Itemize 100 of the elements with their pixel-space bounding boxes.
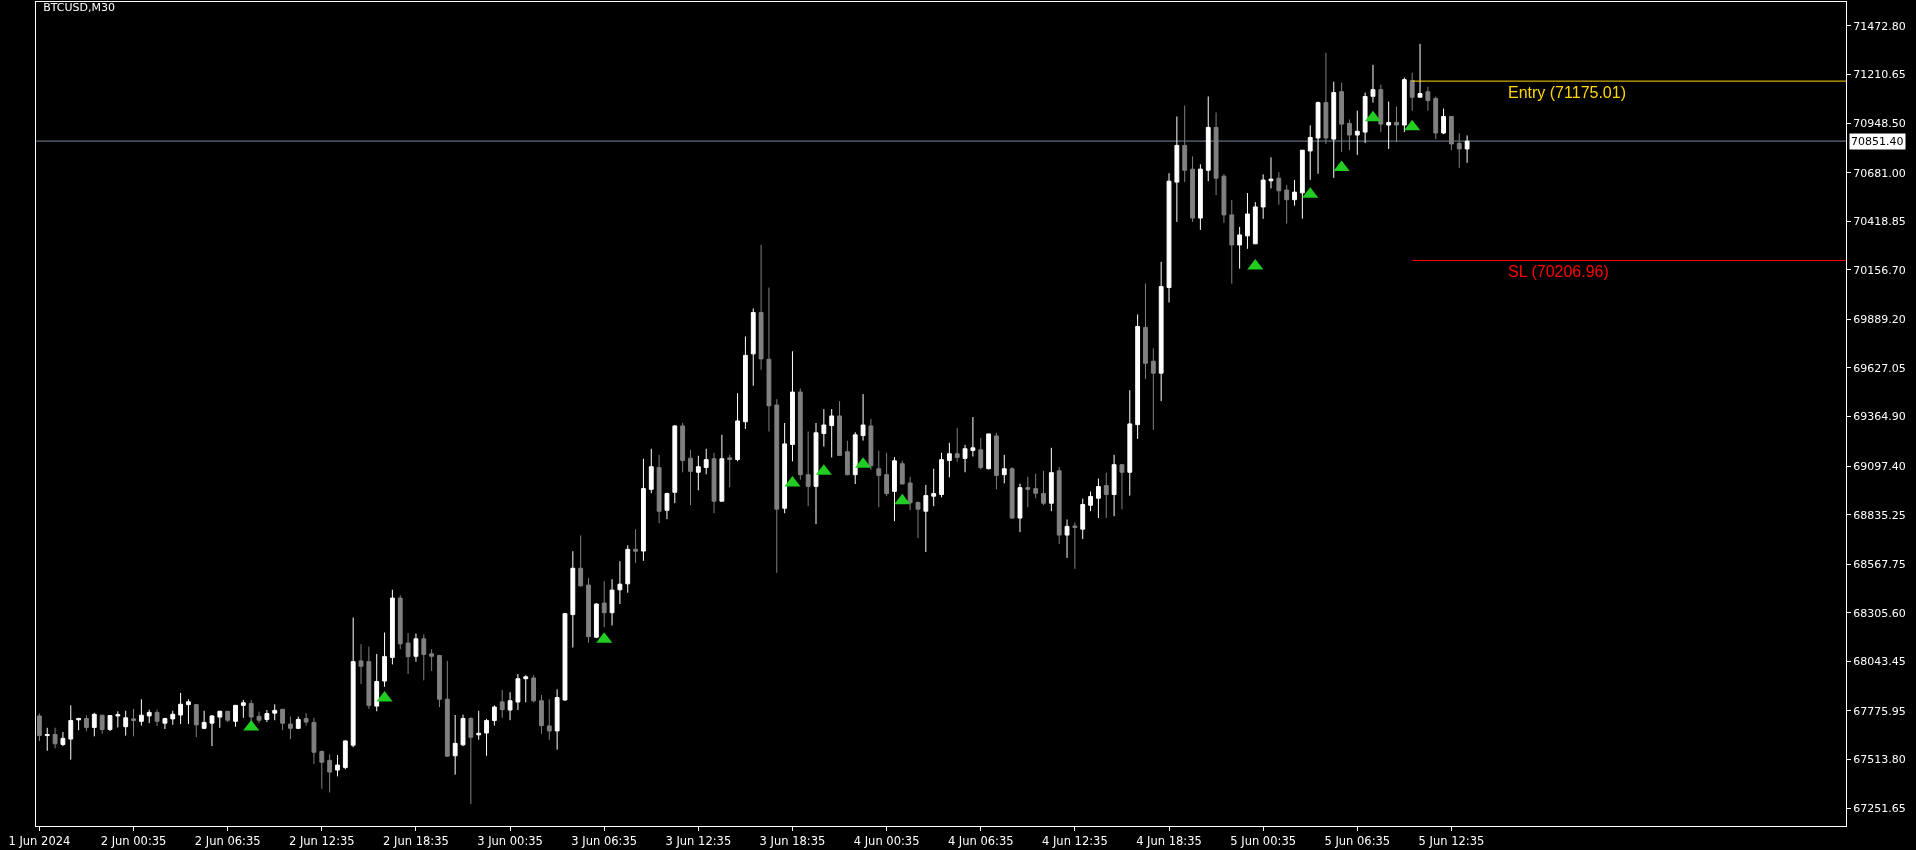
y-tick-label: 70948.50 [1853, 116, 1906, 130]
candlestick [60, 731, 66, 747]
x-tick-label: 4 Jun 00:35 [853, 833, 920, 848]
candlestick [225, 710, 231, 723]
candlestick [397, 594, 403, 650]
candlestick [389, 589, 395, 665]
series-label: SL (70206.96) [1508, 263, 1609, 280]
candlestick [131, 708, 136, 737]
candlestick [1143, 283, 1148, 380]
candlestick [1119, 464, 1125, 510]
candlestick [256, 711, 262, 724]
candlestick [1025, 476, 1031, 508]
candlestick [1433, 96, 1439, 140]
candlestick [688, 449, 693, 506]
candlestick [625, 544, 631, 594]
candlestick [876, 450, 882, 508]
candlestick [460, 714, 466, 747]
candlestick [452, 714, 458, 776]
candlestick [837, 400, 842, 456]
candlestick [1252, 201, 1258, 245]
x-tick-label: 4 Jun 12:35 [1042, 833, 1108, 848]
candlestick [1095, 478, 1101, 519]
candlestick [1386, 101, 1392, 150]
candlestick [907, 476, 913, 511]
candlestick [507, 691, 513, 721]
candlestick [1221, 173, 1227, 224]
candlestick [1127, 389, 1133, 497]
y-tick-label: 67251.65 [1853, 801, 1906, 815]
candlestick [413, 632, 419, 663]
candlestick [672, 424, 678, 504]
candlestick [1033, 473, 1039, 499]
candlestick [1182, 105, 1188, 183]
candlestick [515, 673, 521, 711]
point [376, 690, 393, 702]
candlestick [1299, 149, 1305, 220]
candlestick [52, 727, 58, 749]
candlestick [437, 654, 442, 708]
candlestick [1041, 470, 1046, 506]
candlestick [1362, 92, 1368, 144]
candlestick [366, 646, 372, 710]
candlestick [484, 718, 489, 757]
candlestick [656, 454, 662, 524]
candlestick [954, 427, 960, 463]
x-tick-label: 2 Jun 12:35 [288, 833, 355, 848]
candlestick [1260, 173, 1266, 220]
candlestick [154, 709, 160, 727]
x-tick-label: 4 Jun 18:35 [1136, 833, 1202, 848]
x-tick-label: 1 Jun 2024 [8, 833, 71, 848]
candlestick [193, 703, 199, 738]
candlestick [248, 699, 254, 722]
candlestick [1284, 184, 1290, 225]
candlestick [1237, 226, 1243, 270]
candlestick [868, 418, 874, 471]
candlestick [1347, 118, 1352, 151]
candlestick [1331, 81, 1337, 179]
candlestick [766, 287, 772, 433]
candlestick [1166, 172, 1172, 304]
candlestick [633, 528, 639, 564]
candlestick [727, 454, 733, 488]
candlestick [892, 456, 897, 522]
candlestick [444, 660, 450, 758]
y-tick-label: 68835.25 [1853, 508, 1906, 522]
candlestick [1001, 454, 1007, 484]
candlestick [1456, 132, 1462, 169]
x-tick-label: 3 Jun 06:35 [571, 833, 638, 848]
candlestick [1111, 454, 1117, 517]
candlestick [1213, 111, 1219, 196]
candlestick [186, 698, 191, 725]
candlestick [994, 432, 999, 490]
candlestick [84, 714, 89, 732]
candlestick [295, 716, 301, 730]
candlestick [962, 444, 968, 473]
candlestick [1150, 347, 1156, 431]
candlestick [531, 674, 537, 703]
candlestick [44, 727, 50, 752]
y-tick-label: 67775.95 [1853, 704, 1906, 718]
candlestick [750, 307, 756, 387]
x-tick-label: 3 Jun 18:35 [759, 833, 826, 848]
candlestick [162, 717, 168, 730]
candlestick [539, 694, 544, 735]
candlestick [735, 392, 740, 462]
candlestick [1409, 72, 1415, 112]
candlestick [123, 710, 129, 737]
candlestick [1378, 84, 1384, 133]
candlestick [978, 437, 984, 470]
candlestick [641, 458, 646, 562]
candlestick [288, 716, 293, 740]
x-tick-label: 5 Jun 12:35 [1418, 833, 1485, 848]
candlestick [1072, 521, 1078, 570]
point [894, 493, 911, 505]
candlestick [1174, 116, 1180, 223]
candlestick [923, 484, 929, 553]
candlestick [586, 577, 591, 644]
candlestick [240, 699, 246, 719]
candlestick [1158, 261, 1164, 402]
candlestick [311, 717, 317, 765]
x-tick-label: 4 Jun 06:35 [947, 833, 1014, 848]
candlestick [844, 440, 850, 476]
candlestick [499, 689, 505, 719]
candlestick [115, 710, 121, 728]
